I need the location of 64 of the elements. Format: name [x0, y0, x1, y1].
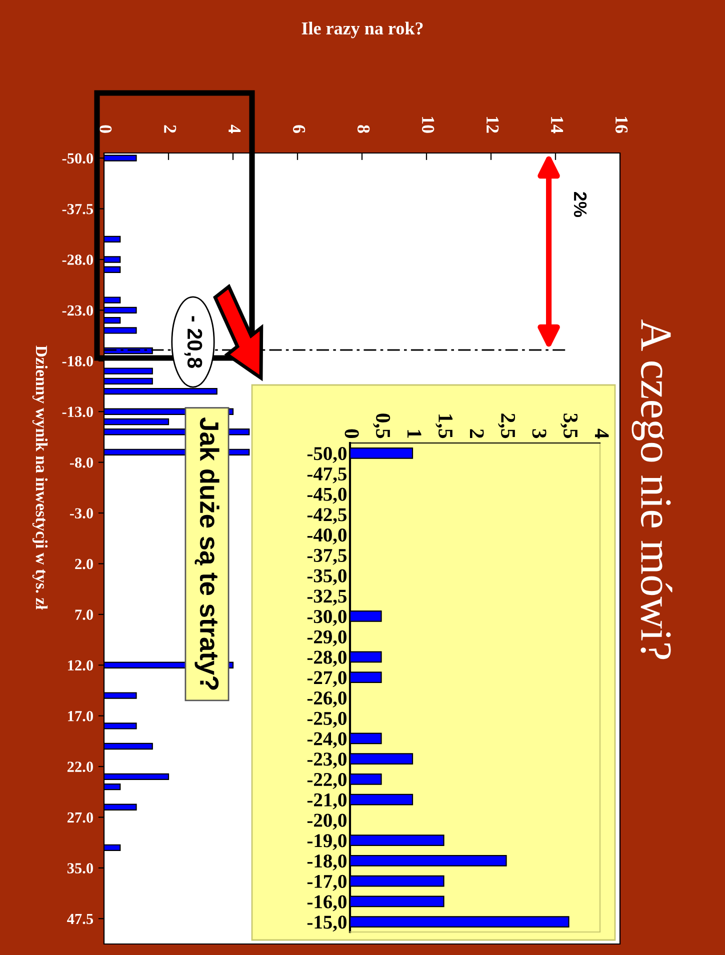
y-tick-label: -16,0	[307, 895, 346, 912]
y-tick-label: -32,5	[307, 590, 347, 606]
y-tick-label: -37.5	[62, 204, 94, 214]
y-tick-label: -24,0	[307, 732, 346, 748]
x-axis-title: Ile razy na rok?	[302, 22, 423, 38]
x-tick-label: 8	[357, 125, 370, 133]
x-tick-label: 2,5	[498, 414, 516, 438]
x-tick-label: 14	[551, 116, 564, 134]
annotation: Jak duże są te straty?	[194, 417, 220, 690]
x-tick-label: 12	[486, 116, 499, 133]
y-tick-label: -15,0	[307, 916, 346, 932]
y-tick-label: -28.0	[62, 254, 93, 265]
y-tick-label: -13.0	[62, 406, 93, 418]
x-tick-label: 3,5	[560, 414, 578, 438]
y-tick-label: 12.0	[68, 660, 93, 671]
y-tick-label: 17.0	[68, 710, 93, 722]
y-tick-label: -29,0	[307, 630, 346, 646]
y-tick-label: -27,0	[307, 671, 346, 688]
y-tick-label: -40,0	[307, 528, 346, 544]
x-tick-label: 0	[99, 125, 112, 133]
y-tick-label: 27.0	[67, 812, 93, 823]
y-tick-label: 22.0	[67, 762, 93, 772]
y-tick-label: -35,0	[307, 569, 346, 586]
y-tick-label: -45,0	[307, 488, 346, 504]
y-tick-label: -42,5	[307, 508, 347, 524]
y-tick-label: -23,0	[307, 752, 346, 769]
y-tick-label: -22,0	[307, 773, 346, 789]
y-tick-label: -19,0	[307, 834, 346, 850]
y-tick-label: -18,0	[307, 854, 346, 870]
y-tick-label: -26,0	[307, 692, 346, 708]
annotation: - 20,8	[184, 316, 202, 368]
y-axis-title: Dzienny wynik na inwestycji w tys. zł	[32, 346, 48, 610]
x-tick-label: 0,5	[373, 414, 390, 438]
x-tick-label: 3	[532, 429, 546, 438]
y-tick-label: 35.0	[67, 863, 93, 874]
y-tick-label: -50,0	[307, 447, 346, 463]
text: A czego nie mówi?	[632, 319, 672, 660]
y-tick-label: 47.5	[67, 914, 94, 924]
y-tick-label: -37,5	[307, 548, 347, 565]
y-tick-label: -8.0	[70, 457, 93, 468]
y-tick-label: -3.0	[70, 508, 93, 519]
y-tick-label: -21,0	[307, 793, 346, 810]
x-tick-label: 4	[594, 428, 609, 438]
y-tick-label: -23.0	[62, 305, 93, 316]
y-tick-label: -25,0	[307, 712, 346, 728]
x-tick-label: 6	[292, 125, 306, 134]
x-tick-label: 4	[228, 124, 241, 134]
y-tick-label: -28,0	[307, 650, 346, 667]
x-tick-label: 2	[470, 429, 484, 438]
y-tick-label: -50.0	[62, 153, 93, 164]
x-tick-label: 10	[422, 116, 434, 133]
x-tick-label: 16	[615, 116, 628, 134]
y-tick-label: -20,0	[307, 814, 346, 830]
x-tick-label: 2	[164, 125, 176, 133]
y-tick-label: -18.0	[62, 356, 93, 366]
y-tick-label: -17,0	[307, 874, 346, 891]
y-tick-label: 2.0	[75, 558, 93, 570]
x-tick-label: 1	[407, 430, 422, 438]
annotation: 2%	[574, 192, 587, 217]
x-tick-label: 1,5	[436, 414, 452, 438]
y-tick-label: 7.0	[75, 610, 93, 620]
x-tick-label: 0	[344, 429, 359, 438]
y-tick-label: -47,5	[307, 468, 347, 484]
y-tick-label: -30,0	[307, 610, 346, 626]
